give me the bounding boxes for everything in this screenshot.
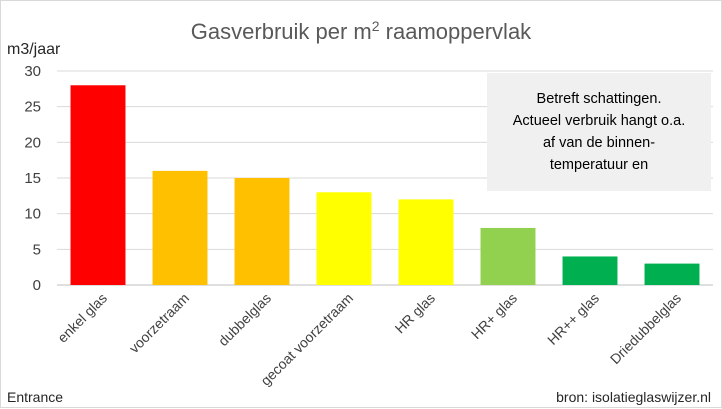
bars <box>70 85 700 286</box>
bar <box>644 263 700 285</box>
y-tick-label: 5 <box>33 241 41 258</box>
bar <box>480 227 536 285</box>
y-tick-label: 25 <box>24 99 41 116</box>
annotation-line: Actueel verbruik hangt o.a. <box>512 113 686 129</box>
annotation-box: Betreft schattingen. Actueel verbruik ha… <box>487 73 711 191</box>
footer-left-text: Entrance <box>7 389 63 405</box>
x-category-label: HR glas <box>392 290 439 337</box>
x-category-label: HR+ glas <box>468 290 520 342</box>
x-category-label: enkel glas <box>54 290 110 346</box>
x-category-label: dubbelglas <box>215 290 274 349</box>
y-tick-label: 20 <box>24 134 41 151</box>
chart-title: Gasverbruik per m2 raamoppervlak <box>191 18 532 44</box>
footer-source-text: bron: isolatieglaswijzer.nl <box>556 389 711 405</box>
y-tick-labels: 0 5 10 15 20 25 30 <box>24 63 41 294</box>
x-category-label: Driedubbelglas <box>607 290 684 367</box>
x-category-label: voorzetraam <box>126 290 192 356</box>
bar <box>234 178 290 285</box>
y-tick-label: 15 <box>24 170 41 187</box>
bar <box>152 170 208 285</box>
bar <box>70 85 126 286</box>
y-tick-label: 10 <box>24 206 41 223</box>
bar <box>562 256 618 285</box>
bar <box>398 199 454 285</box>
title-superscript: 2 <box>372 18 380 34</box>
annotation-line: af van de binnen- <box>542 135 656 151</box>
annotation-line: temperatuur en <box>549 157 649 173</box>
x-category-label: HR++ glas <box>544 290 602 348</box>
bar <box>316 192 372 285</box>
y-axis-unit-label: m3/jaar <box>7 41 61 58</box>
annotation-line: Betreft schattingen. <box>536 91 662 107</box>
y-tick-label: 30 <box>24 63 41 80</box>
x-category-label: gecoat voorzetraam <box>257 290 356 389</box>
y-tick-label: 0 <box>33 277 41 294</box>
